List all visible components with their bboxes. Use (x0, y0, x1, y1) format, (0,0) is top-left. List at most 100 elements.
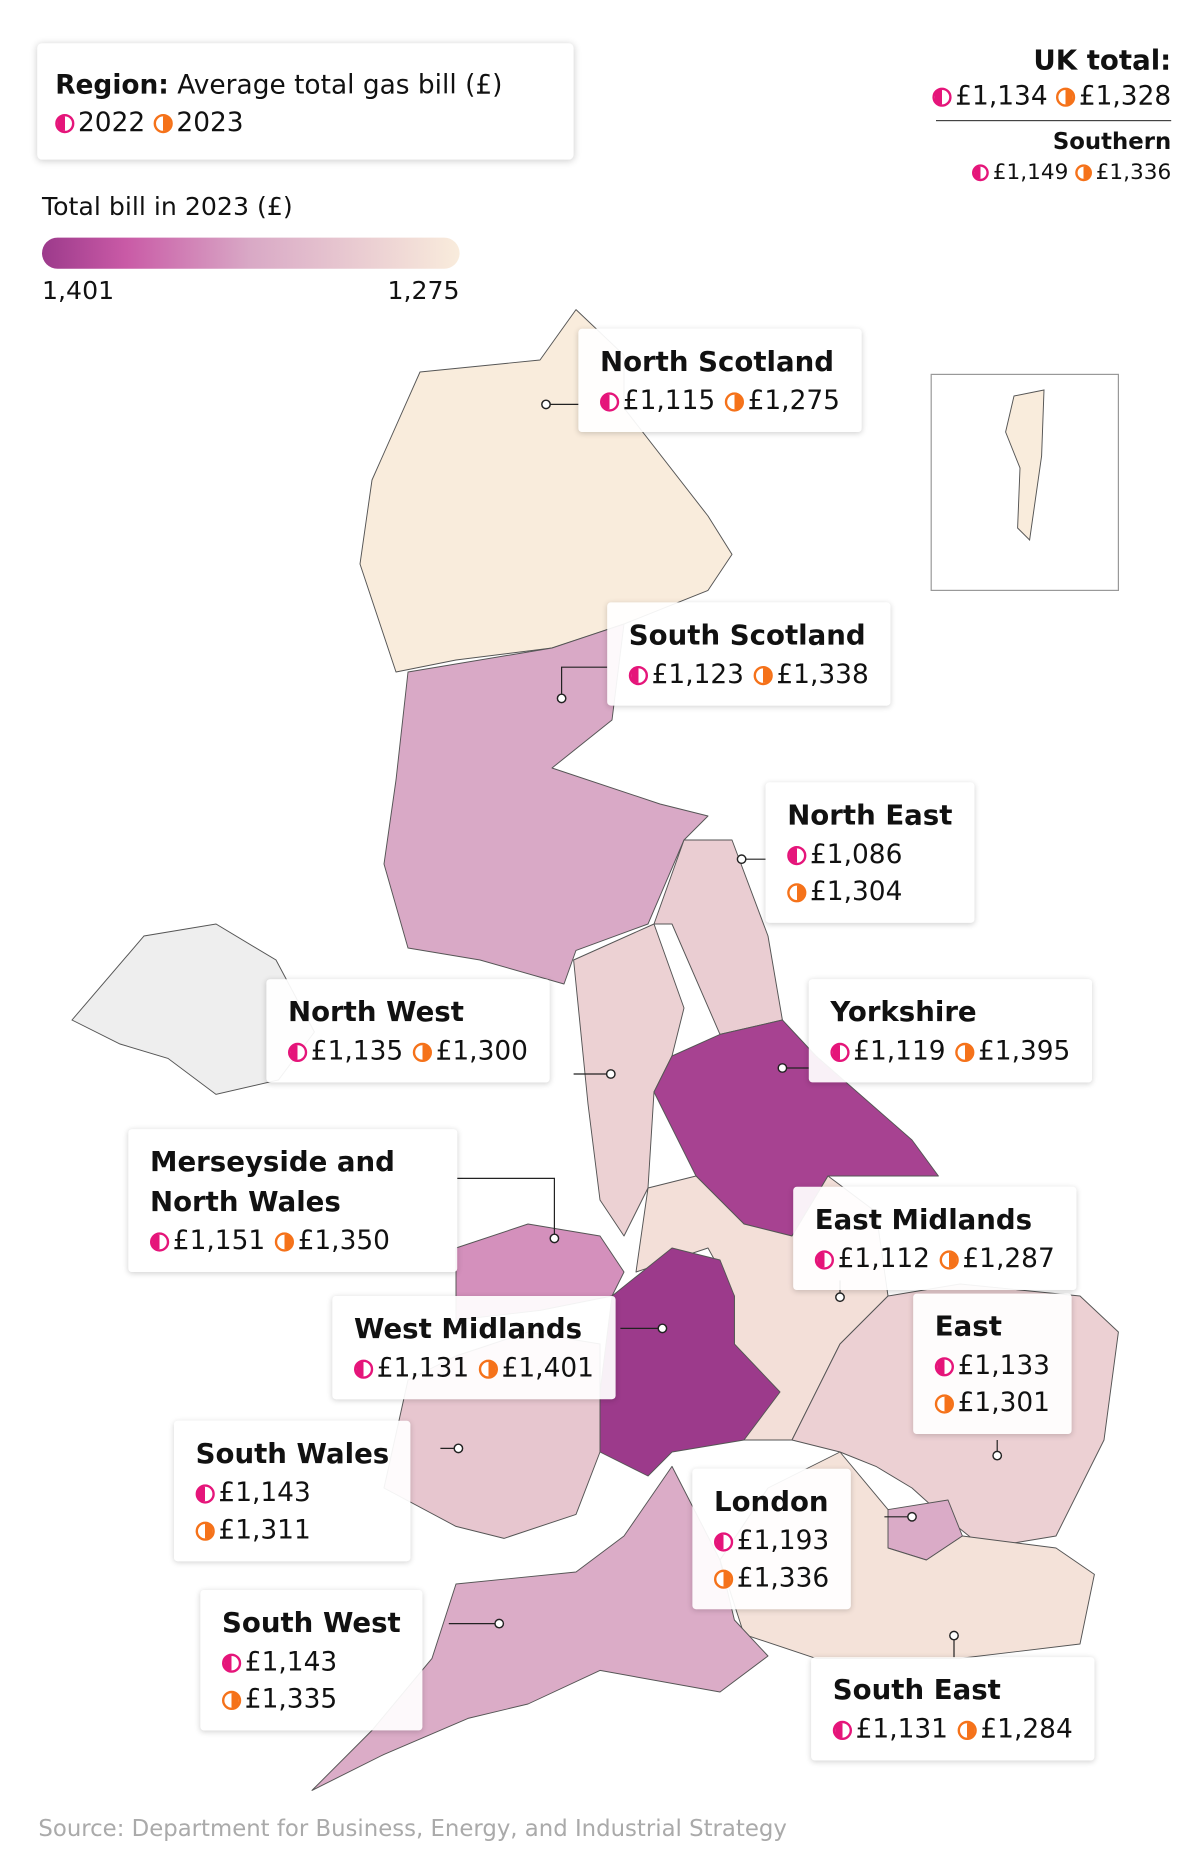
values: £1,151 £1,350 (150, 1223, 436, 1260)
region-label: East Midlands £1,112 £1,287 (793, 1186, 1077, 1290)
bill-2023: £1,301 (957, 1388, 1050, 1419)
region-dot (835, 1292, 845, 1303)
icon-2022 (830, 1042, 850, 1062)
bill-2022: £1,143 (244, 1647, 338, 1678)
region-label: South Wales £1,143 £1,311 (174, 1420, 411, 1562)
icon-2023 (412, 1042, 432, 1062)
region-name: Merseyside and North Wales (150, 1147, 395, 1218)
region-dot (777, 1063, 788, 1073)
source: Source: Department for Business, Energy,… (38, 1815, 787, 1843)
region-label: West Midlands £1,131 £1,401 (332, 1296, 616, 1400)
region-dot (605, 1069, 616, 1079)
region-dot (949, 1630, 959, 1641)
region-name: North East (787, 800, 953, 832)
region-label: North East £1,086 £1,304 (765, 782, 975, 923)
bill-2022: £1,131 (855, 1714, 948, 1745)
bill-2022: £1,086 (810, 840, 903, 871)
icon-2023 (1075, 164, 1093, 182)
icon-2023 (787, 883, 807, 903)
uk-values: £1,134 £1,328 (932, 79, 1171, 115)
values: £1,086 (787, 836, 952, 873)
values: £1,119 £1,395 (830, 1033, 1070, 1070)
region-name: West Midlands (354, 1314, 583, 1346)
icon-2022 (814, 1250, 835, 1270)
southern-title: Southern (1052, 128, 1172, 155)
legend-2023: 2023 (176, 108, 244, 138)
region-dot (992, 1450, 1003, 1461)
region-name: North West (288, 997, 464, 1029)
southern-2023: £1,336 (1095, 159, 1172, 185)
values: £1,143 (195, 1475, 390, 1512)
region-name: South Wales (195, 1438, 390, 1470)
icon-2023 (955, 1042, 975, 1062)
icon-2022 (932, 87, 952, 107)
icon-2023 (274, 1232, 294, 1252)
bill-2023: £1,287 (962, 1244, 1055, 1275)
bill-2023: £1,275 (747, 386, 840, 417)
icon-2022 (934, 1357, 955, 1377)
icon-2022 (150, 1232, 170, 1252)
icon-2023 (478, 1359, 498, 1379)
icon-2022 (972, 164, 990, 182)
totals: UK total: £1,134 £1,328 Southern £1,149 … (932, 43, 1172, 188)
scale-max: 1,275 (387, 276, 460, 305)
icon-2023 (222, 1690, 242, 1711)
icon-2023 (753, 666, 773, 686)
region-dot (453, 1443, 464, 1454)
scale-labels: 1,401 1,275 (42, 276, 460, 305)
values: £1,115 £1,275 (600, 383, 840, 420)
bill-2022: £1,135 (310, 1036, 404, 1067)
values: £1,131 £1,284 (832, 1711, 1073, 1748)
region-label: North Scotland £1,115 £1,275 (578, 328, 862, 433)
bill-2023: £1,401 (501, 1353, 594, 1384)
values: £1,304 (787, 874, 952, 911)
scale-min: 1,401 (42, 276, 115, 305)
region-name: East (934, 1311, 1002, 1343)
values: £1,336 (714, 1560, 829, 1597)
values: £1,301 (934, 1385, 1050, 1422)
bill-2022: £1,131 (376, 1353, 470, 1384)
bill-2023: £1,300 (435, 1036, 528, 1067)
region-dot (549, 1233, 560, 1244)
shetland (1005, 389, 1045, 542)
bill-2023: £1,350 (297, 1226, 390, 1257)
icon-2023 (957, 1720, 977, 1741)
region-dot (907, 1511, 917, 1522)
bill-2023: £1,395 (977, 1036, 1071, 1067)
values: £1,112 £1,287 (814, 1241, 1055, 1278)
region-dot (657, 1323, 668, 1334)
bill-2023: £1,284 (980, 1714, 1073, 1745)
icon-2022 (832, 1720, 853, 1741)
bill-2022: £1,133 (957, 1351, 1050, 1382)
leader-line (561, 666, 608, 699)
uk-2022: £1,134 (955, 81, 1048, 112)
bill-2022: £1,119 (853, 1036, 946, 1067)
region-dot (736, 854, 747, 865)
region-name: South West (222, 1608, 401, 1640)
icon-2022 (55, 114, 75, 134)
icon-2023 (724, 392, 744, 412)
region-name: East Midlands (814, 1204, 1033, 1236)
icon-2022 (600, 392, 620, 412)
region-label: Yorkshire £1,119 £1,395 (808, 979, 1092, 1083)
region-name: South Scotland (628, 620, 866, 652)
icon-2022 (354, 1359, 374, 1379)
bill-2022: £1,123 (651, 660, 744, 690)
region-label: South West £1,143 £1,335 (200, 1590, 423, 1731)
bill-2022: £1,143 (218, 1478, 311, 1509)
region-name: South East (832, 1675, 1001, 1707)
icon-2022 (195, 1484, 215, 1504)
icon-2022 (222, 1653, 242, 1673)
uk-2023: £1,328 (1078, 81, 1172, 112)
values: £1,143 (222, 1644, 401, 1681)
divider (936, 120, 1172, 122)
legend-years: 2022 2023 (55, 104, 555, 141)
region (653, 1019, 939, 1237)
region-label: North West £1,135 £1,300 (266, 979, 550, 1083)
icon-2023 (153, 114, 173, 134)
bill-2023: £1,304 (810, 877, 903, 908)
values: £1,193 (714, 1523, 829, 1560)
uk-title: UK total: (1033, 45, 1172, 77)
icon-2022 (714, 1532, 734, 1552)
